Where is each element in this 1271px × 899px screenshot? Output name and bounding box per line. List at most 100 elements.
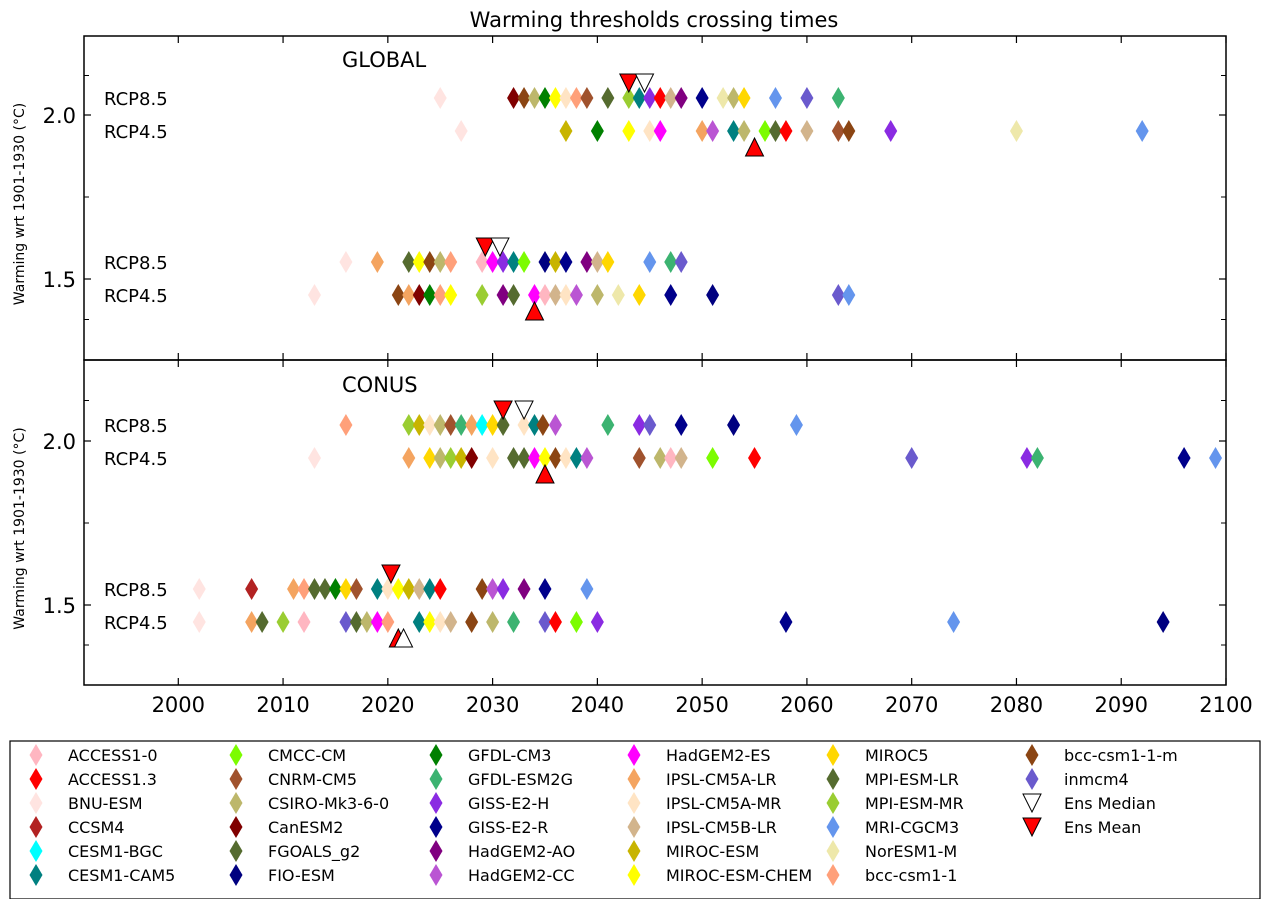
legend-swatch: [229, 840, 243, 862]
model-point: [590, 284, 604, 306]
model-point: [1177, 447, 1191, 469]
model-point: [339, 414, 353, 436]
legend-swatch: [29, 840, 43, 862]
model-point: [559, 284, 573, 306]
model-point: [475, 578, 489, 600]
legend-swatch: [29, 816, 43, 838]
model-point: [800, 87, 814, 109]
model-point: [569, 87, 583, 109]
legend-label: HadGEM2-CC: [468, 866, 575, 885]
model-point: [475, 284, 489, 306]
model-point: [842, 120, 856, 142]
legend-label: FGOALS_g2: [268, 842, 360, 862]
model-point: [318, 578, 332, 600]
model-point: [664, 87, 678, 109]
model-point: [779, 120, 793, 142]
model-point: [643, 251, 657, 273]
model-point: [433, 414, 447, 436]
model-point: [548, 414, 562, 436]
legend-swatch: [229, 744, 243, 766]
legend-swatch: [429, 792, 443, 814]
panel-frame: [83, 359, 1227, 686]
legend-label: inmcm4: [1064, 770, 1129, 789]
model-point: [402, 251, 416, 273]
model-point: [307, 447, 321, 469]
model-point: [507, 284, 521, 306]
model-point: [559, 447, 573, 469]
model-point: [454, 120, 468, 142]
legend-swatch: [229, 792, 243, 814]
legend-swatch: [29, 864, 43, 886]
legend-swatch: [429, 864, 443, 886]
x-tick-label: 2050: [675, 693, 728, 717]
model-point: [412, 414, 426, 436]
model-point: [1030, 447, 1044, 469]
legend-swatch: [627, 840, 641, 862]
model-point: [433, 284, 447, 306]
model-point: [528, 447, 542, 469]
model-point: [370, 578, 384, 600]
model-point: [601, 414, 615, 436]
legend-swatch: [627, 864, 641, 886]
y-axis-label: Warming wrt 1901-1930 (°C): [12, 427, 28, 629]
model-point: [528, 414, 542, 436]
legend-label: GFDL-CM3: [468, 746, 551, 765]
legend-label: CESM1-BGC: [68, 842, 163, 861]
model-point: [517, 447, 531, 469]
legend-label: IPSL-CM5A-MR: [666, 794, 781, 813]
model-point: [559, 87, 573, 109]
model-point: [706, 284, 720, 306]
ens-mean-marker: [475, 237, 496, 258]
model-point: [454, 447, 468, 469]
model-point: [569, 284, 583, 306]
model-point: [706, 447, 720, 469]
model-point: [1156, 611, 1170, 633]
model-point: [1209, 447, 1223, 469]
legend: ACCESS1-0 ACCESS1.3 BNU-ESM CCSM4 CESM1-BGC C…: [9, 740, 1261, 899]
model-point: [412, 578, 426, 600]
model-point: [538, 578, 552, 600]
model-point: [831, 120, 845, 142]
model-point: [664, 447, 678, 469]
x-tick-label: 2040: [571, 693, 624, 717]
panel-name: CONUS: [342, 373, 418, 397]
model-point: [349, 578, 363, 600]
ens-mean-marker: [524, 300, 545, 321]
legend-label: ACCESS1.3: [68, 770, 157, 789]
model-point: [548, 611, 562, 633]
x-tick-label: 2080: [990, 693, 1043, 717]
model-point: [643, 120, 657, 142]
model-point: [402, 447, 416, 469]
model-point: [423, 447, 437, 469]
model-point: [496, 578, 510, 600]
model-point: [748, 447, 762, 469]
model-point: [569, 611, 583, 633]
ens-mean-marker: [618, 73, 639, 94]
model-point: [339, 611, 353, 633]
ens-mean-marker: [744, 136, 765, 157]
legend-label: HadGEM2-ES: [666, 746, 771, 765]
model-point: [507, 251, 521, 273]
legend-swatch: [627, 744, 641, 766]
legend-swatch: [29, 744, 43, 766]
model-point: [339, 578, 353, 600]
model-point: [433, 447, 447, 469]
model-point: [632, 284, 646, 306]
legend-swatch: [29, 768, 43, 790]
legend-label: IPSL-CM5B-LR: [666, 818, 777, 837]
legend-label: FIO-ESM: [268, 866, 335, 885]
model-point: [580, 251, 594, 273]
model-point: [423, 578, 437, 600]
model-point: [1135, 120, 1149, 142]
model-point: [412, 284, 426, 306]
legend-label: GFDL-ESM2G: [468, 770, 573, 789]
model-point: [433, 578, 447, 600]
model-point: [391, 578, 405, 600]
legend-swatch: [429, 744, 443, 766]
legend-swatch: [1022, 793, 1042, 814]
x-axis: 2000 2010 2020 2030 2040 2050 2060 2070 2080 2090…: [152, 693, 1253, 717]
model-point: [528, 87, 542, 109]
legend-label: MIROC-ESM: [666, 842, 759, 861]
model-point: [601, 87, 615, 109]
model-point: [538, 611, 552, 633]
